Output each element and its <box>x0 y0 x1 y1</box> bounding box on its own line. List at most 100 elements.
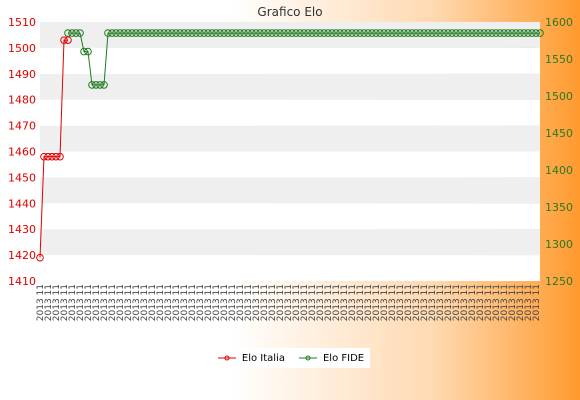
x-tick-label: 2013 11 <box>164 284 174 321</box>
x-tick-label: 2013 11 <box>316 284 326 321</box>
x-tick-label: 2013 11 <box>236 284 246 321</box>
x-tick-label: 2013 11 <box>44 284 54 321</box>
y-left-tick-label: 1460 <box>8 146 36 159</box>
plot-band <box>40 47 540 74</box>
data-point <box>176 29 184 37</box>
data-point <box>332 29 340 37</box>
y-left-tick-label: 1440 <box>8 197 36 210</box>
plot-band <box>40 151 540 178</box>
y-right-tick-label: 1250 <box>545 275 573 288</box>
y-left-tick-label: 1500 <box>8 42 36 55</box>
data-point <box>536 29 544 37</box>
data-point <box>416 29 424 37</box>
data-point <box>228 29 236 37</box>
y-right-tick-label: 1550 <box>545 53 573 66</box>
data-point <box>284 29 292 37</box>
data-point <box>188 29 196 37</box>
data-point <box>352 29 360 37</box>
data-point <box>484 29 492 37</box>
data-point <box>324 29 332 37</box>
y-left-tick-label: 1420 <box>8 249 36 262</box>
x-tick-label: 2013 11 <box>100 284 110 321</box>
data-point <box>44 152 52 161</box>
x-tick-label: 2013 11 <box>468 284 478 321</box>
x-tick-label: 2013 11 <box>404 284 414 321</box>
x-tick-label: 2013 11 <box>476 284 486 321</box>
x-tick-label: 2013 11 <box>348 284 358 321</box>
x-tick-label: 2013 11 <box>84 284 94 321</box>
data-point <box>112 29 120 37</box>
data-point <box>132 29 140 37</box>
data-point <box>488 29 496 37</box>
data-point <box>260 29 268 37</box>
data-point <box>404 29 412 37</box>
legend-label-fide: Elo FIDE <box>322 352 365 364</box>
x-tick-label: 2013 11 <box>484 284 494 321</box>
chart-title: Grafico Elo <box>257 5 322 19</box>
x-tick-label: 2013 11 <box>172 284 182 321</box>
data-point <box>428 29 436 37</box>
data-point <box>376 29 384 37</box>
data-point <box>300 29 308 37</box>
data-point <box>60 36 68 44</box>
data-point <box>432 29 440 37</box>
data-point <box>276 29 284 37</box>
x-tick-label: 2013 11 <box>308 284 318 321</box>
x-tick-label: 2013 11 <box>524 284 534 321</box>
legend-swatch-italia <box>217 355 236 361</box>
data-point <box>76 29 84 37</box>
data-point <box>320 29 328 37</box>
x-tick-label: 2013 11 <box>68 284 78 321</box>
x-tick-label: 2013 11 <box>140 284 150 321</box>
data-point <box>116 29 124 37</box>
chart-legend: Elo Italia Elo FIDE <box>212 348 370 368</box>
x-tick-label: 2013 11 <box>372 284 382 321</box>
x-tick-label: 2013 11 <box>116 284 126 321</box>
data-point <box>140 29 148 37</box>
data-point <box>168 29 176 37</box>
data-point <box>164 29 172 37</box>
data-point <box>452 29 460 37</box>
x-tick-label: 2013 11 <box>92 284 102 321</box>
data-point <box>348 29 356 37</box>
data-point <box>456 29 464 37</box>
data-point <box>388 29 396 37</box>
data-point <box>340 29 348 37</box>
x-tick-label: 2013 11 <box>220 284 230 321</box>
data-point <box>240 29 248 37</box>
plot-band <box>40 22 540 48</box>
data-point <box>212 29 220 37</box>
data-point <box>520 29 528 37</box>
plot-band <box>40 73 540 100</box>
x-tick-label: 2013 11 <box>516 284 526 321</box>
y-right-tick-label: 1500 <box>545 90 573 103</box>
x-tick-label: 2013 11 <box>396 284 406 321</box>
data-point <box>524 29 532 37</box>
x-tick-label: 2013 11 <box>492 284 502 321</box>
data-point <box>136 29 144 37</box>
data-point <box>336 29 344 37</box>
data-point <box>528 29 536 37</box>
data-point <box>512 29 520 37</box>
data-point <box>516 29 524 37</box>
x-tick-label: 2013 11 <box>156 284 166 321</box>
data-point <box>144 29 152 37</box>
data-point <box>400 29 408 37</box>
data-point <box>128 29 136 37</box>
data-point <box>384 29 392 37</box>
data-point <box>468 29 476 37</box>
data-point <box>492 29 500 37</box>
data-point <box>444 29 452 37</box>
data-point <box>220 29 228 37</box>
x-tick-label: 2013 11 <box>268 284 278 321</box>
data-point <box>460 29 468 37</box>
x-tick-label: 2013 11 <box>60 284 70 321</box>
x-tick-label: 2013 11 <box>196 284 206 321</box>
data-point <box>372 29 380 37</box>
plot-band <box>40 177 540 204</box>
x-tick-label: 2013 11 <box>292 284 302 321</box>
data-point <box>364 29 372 37</box>
data-point <box>296 29 304 37</box>
legend-label-italia: Elo Italia <box>241 352 285 364</box>
